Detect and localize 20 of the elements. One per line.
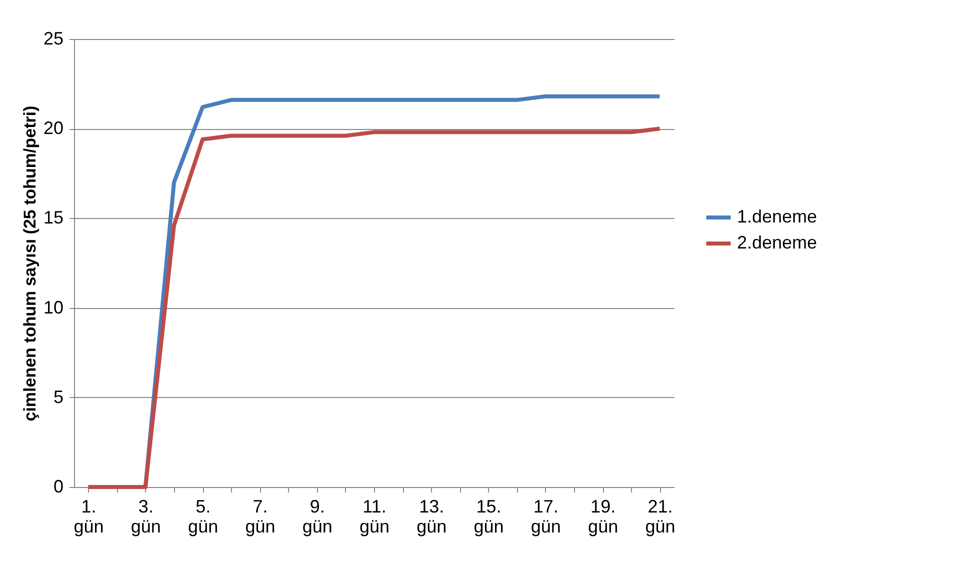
- y-tick-label: 20: [43, 118, 64, 138]
- x-tick-label: 1. gün: [74, 496, 104, 536]
- x-tick-label: 17. gün: [530, 496, 561, 536]
- legend-label: 1.deneme: [737, 206, 818, 226]
- x-tick-label: 13. gün: [416, 496, 447, 536]
- x-tick-label: 21. gün: [645, 496, 676, 536]
- x-tick-label: 9. gün: [302, 496, 332, 536]
- y-tick-label: 10: [43, 297, 64, 318]
- x-tick-label: 3. gün: [130, 496, 161, 536]
- legend-label: 2.deneme: [737, 232, 818, 252]
- x-tick-label: 11. gün: [359, 496, 390, 536]
- y-tick-label: 5: [53, 386, 64, 407]
- x-tick-label: 7. gün: [245, 496, 276, 536]
- y-tick-label: 0: [53, 476, 64, 496]
- x-tick-label: 15. gün: [474, 496, 504, 536]
- x-tick-label: 5. gün: [188, 496, 218, 536]
- y-axis-title: çimlenen tohum sayısı (25 tohum/petri): [20, 106, 40, 422]
- y-tick-label: 15: [43, 208, 64, 228]
- x-tick-label: 19. gün: [588, 496, 618, 536]
- y-tick-label: 25: [43, 28, 64, 48]
